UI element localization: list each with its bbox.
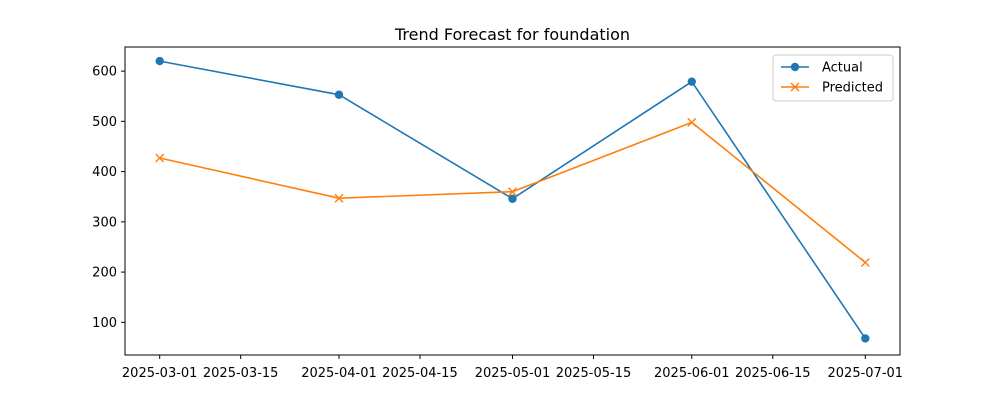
data-point-predicted xyxy=(687,117,697,127)
x-tick-label: 2025-05-15 xyxy=(556,366,632,381)
data-point-predicted xyxy=(155,153,165,163)
data-point-predicted xyxy=(508,187,517,197)
legend-marker-actual xyxy=(790,62,800,72)
y-tick-label: 500 xyxy=(92,115,117,130)
legend-label-predicted: Predicted xyxy=(822,81,883,96)
data-point-predicted xyxy=(334,193,344,203)
data-point-actual xyxy=(687,77,696,86)
legend-marker-predicted xyxy=(790,82,800,92)
series-layer xyxy=(155,56,870,343)
x-tick-label: 2025-06-01 xyxy=(654,366,730,381)
y-tick-label: 600 xyxy=(92,65,117,80)
legend-entry-predicted: Predicted xyxy=(781,81,883,96)
data-point-actual xyxy=(508,194,517,203)
legend-entries: Actual Predicted xyxy=(781,61,883,96)
data-point-actual xyxy=(334,90,344,99)
x-tick-label: 2025-05-01 xyxy=(475,366,551,381)
y-axis: 100 200 300 400 500 600 xyxy=(92,65,125,331)
x-tick-label: 2025-06-15 xyxy=(735,366,811,381)
data-point-predicted xyxy=(860,258,870,268)
x-axis: 2025-03-01 2025-03-15 2025-04-01 2025-04-15… xyxy=(122,355,903,381)
legend: Actual Predicted xyxy=(772,54,894,102)
series-actual xyxy=(155,56,870,343)
y-tick-label: 300 xyxy=(92,215,117,230)
x-tick-label: 2025-04-01 xyxy=(301,366,377,381)
series-predicted xyxy=(155,117,870,268)
y-tick-label: 400 xyxy=(92,165,117,180)
data-point-actual xyxy=(861,334,870,343)
y-tick-label: 100 xyxy=(92,316,117,331)
legend-label-actual: Actual xyxy=(822,61,863,76)
legend-entry-actual: Actual xyxy=(781,61,863,76)
data-point-actual xyxy=(155,56,164,66)
x-tick-label: 2025-07-01 xyxy=(828,366,904,381)
chart-title: Trend Forecast for foundation xyxy=(394,25,630,44)
x-tick-label: 2025-03-15 xyxy=(203,366,279,381)
y-tick-label: 200 xyxy=(92,266,117,281)
x-tick-label: 2025-04-15 xyxy=(382,366,458,381)
x-tick-label: 2025-03-01 xyxy=(122,366,198,381)
